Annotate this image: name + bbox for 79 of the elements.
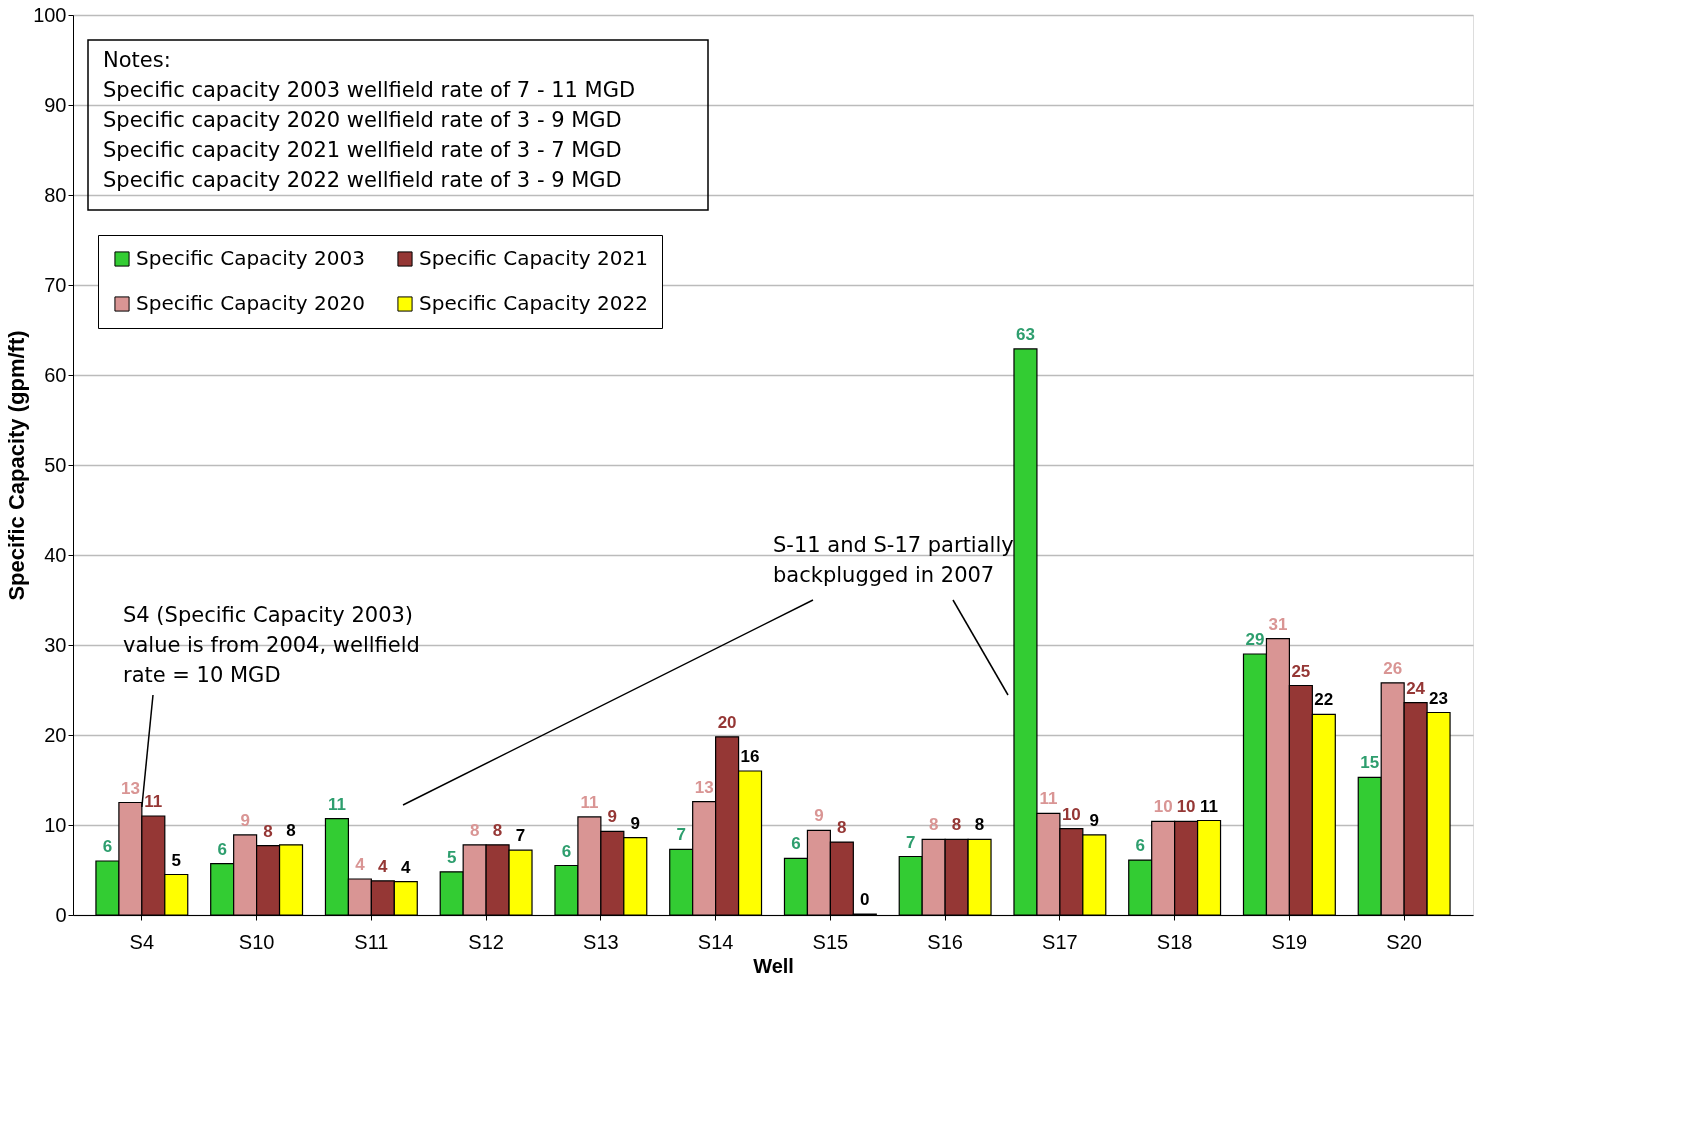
data-label: 13: [120, 778, 140, 798]
legend-label: Specific Capacity 2003: [136, 246, 365, 270]
data-label: 4: [355, 855, 366, 874]
y-axis-title: Specific Capacity (gpm/ft): [4, 330, 30, 601]
x-tick-label: S16: [927, 930, 963, 953]
y-tick-label: 40: [44, 543, 67, 566]
data-label: 4: [378, 856, 389, 876]
data-label: 8: [286, 820, 296, 840]
data-label: 9: [1089, 810, 1100, 830]
x-tick-label: S17: [1042, 930, 1078, 953]
data-label: 7: [905, 832, 916, 852]
y-tick-label: 100: [33, 3, 67, 26]
data-label: 22: [1314, 690, 1334, 710]
data-label: 29: [1245, 630, 1265, 649]
data-label: 9: [240, 810, 250, 830]
y-tick-label: 90: [44, 93, 67, 116]
y-tick-label: 80: [44, 183, 67, 206]
data-label: 8: [974, 815, 985, 835]
data-label: 13: [694, 777, 714, 797]
x-tick-label: S10: [238, 930, 275, 953]
y-tick-label: 60: [44, 363, 67, 386]
y-tick-label: 20: [44, 723, 67, 746]
annotation: Notes: Specific capacity 2003 wellfield rate of 7 - 11 MGD Specific capacity 2020 wellfield rate of 3 - 9 MGD Specific capacity 2021 wellfield rate of 3 - 7 MGD Specific capacity 2022 wellfield rate of 3 - 9 MGD: [103, 48, 636, 192]
x-tick-label: S15: [812, 930, 849, 953]
x-tick-label: S18: [1156, 930, 1193, 953]
legend-label: Specific Capacity 2022: [419, 291, 648, 315]
data-label: 0: [860, 890, 870, 910]
data-label: 6: [791, 834, 801, 854]
data-label: 15: [1360, 753, 1380, 773]
data-label: 63: [1016, 324, 1035, 344]
legend-label: Specific Capacity 2021: [419, 246, 648, 270]
data-label: 9: [607, 807, 618, 827]
y-tick-label: 50: [44, 453, 67, 476]
data-label: 6: [102, 837, 113, 856]
x-axis-title: Well: [753, 954, 794, 977]
data-label: 5: [171, 850, 182, 870]
data-label: 4: [401, 857, 412, 877]
legend-label: Specific Capacity 2020: [136, 291, 365, 315]
x-tick-label: S20: [1386, 930, 1422, 953]
data-label: 7: [676, 825, 686, 845]
x-tick-label: S4: [129, 930, 155, 953]
annotation: S4 (Specific Capacity 2003) value is from 2004, wellfield rate = 10 MGD: [123, 603, 420, 687]
data-label: 8: [492, 820, 503, 840]
data-label: 11: [327, 794, 346, 814]
data-label: 24: [1406, 678, 1426, 698]
y-tick-label: 70: [44, 273, 67, 296]
data-label: 9: [630, 813, 641, 833]
data-label: 6: [561, 841, 572, 861]
data-label: 6: [1135, 836, 1145, 856]
data-label: 8: [951, 815, 962, 835]
data-label: 26: [1383, 658, 1403, 678]
data-label: 11: [580, 792, 599, 812]
data-label: 10: [1176, 797, 1196, 817]
data-label: 16: [740, 747, 760, 766]
data-label: 11: [144, 792, 163, 811]
y-tick-label: 0: [55, 903, 67, 926]
data-label: 8: [469, 820, 480, 840]
data-label: 7: [515, 826, 526, 846]
data-label: 5: [446, 847, 457, 867]
data-label: 11: [1039, 789, 1058, 809]
data-label: 10: [1153, 797, 1173, 817]
data-label: 20: [717, 712, 737, 732]
data-label: 6: [217, 839, 227, 859]
data-label: 25: [1291, 661, 1311, 681]
y-tick-label: 10: [44, 813, 67, 836]
x-tick-label: S12: [468, 930, 504, 953]
data-label: 8: [263, 821, 273, 841]
data-label: 23: [1429, 688, 1449, 708]
x-tick-label: S19: [1271, 930, 1308, 953]
x-tick-label: S11: [354, 930, 389, 953]
annotation: S-11 and S-17 partially backplugged in 2007: [773, 533, 1014, 587]
x-tick-label: S14: [697, 930, 734, 953]
y-tick-label: 30: [44, 633, 67, 656]
data-label: 9: [814, 806, 824, 826]
data-label: 8: [837, 818, 847, 838]
data-label: 31: [1268, 614, 1288, 634]
data-label: 10: [1061, 804, 1081, 824]
data-label: 11: [1200, 796, 1219, 816]
x-tick-label: S13: [583, 930, 619, 953]
